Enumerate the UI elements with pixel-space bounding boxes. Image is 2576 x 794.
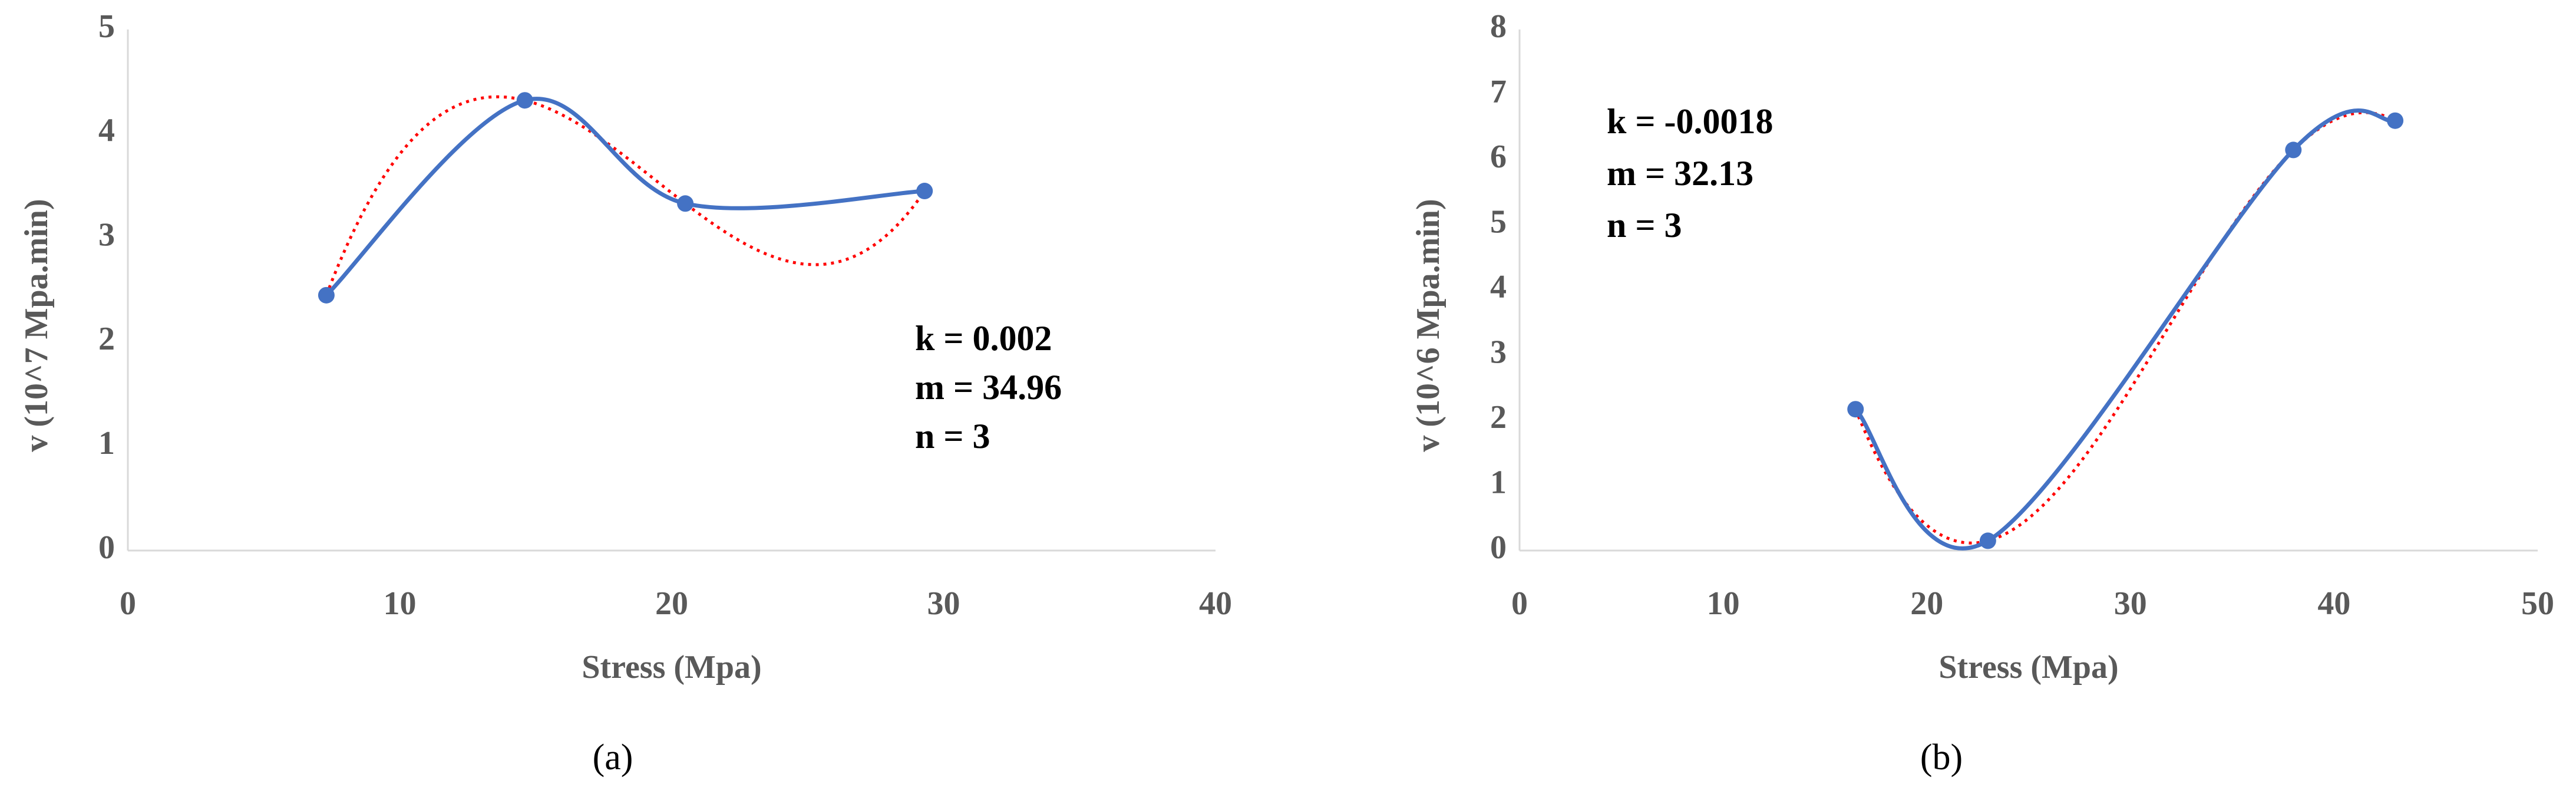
data-point xyxy=(677,195,694,212)
x-tick-label: 30 xyxy=(2114,585,2147,622)
trendline xyxy=(1854,111,2396,545)
annotation: m = 32.13 xyxy=(1607,154,1753,193)
annotation: n = 3 xyxy=(1607,206,1682,245)
y-tick-label: 7 xyxy=(1490,73,1507,110)
annotation: k = 0.002 xyxy=(915,319,1052,358)
x-axis-title: Stress (Mpa) xyxy=(1938,649,2118,686)
series-line xyxy=(1854,108,2396,551)
trendline xyxy=(325,95,926,296)
y-tick-label: 5 xyxy=(98,8,115,45)
x-tick-label: 10 xyxy=(384,585,417,622)
data-point xyxy=(916,183,933,200)
y-tick-label: 6 xyxy=(1490,139,1507,175)
y-tick-label: 2 xyxy=(1490,399,1507,436)
y-tick-label: 3 xyxy=(98,216,115,253)
y-tick-label: 4 xyxy=(98,113,115,149)
data-point xyxy=(2285,141,2302,159)
data-point xyxy=(318,286,335,304)
x-tick-label: 40 xyxy=(1199,585,1232,622)
annotation: m = 34.96 xyxy=(915,368,1062,407)
data-point xyxy=(1979,532,1996,549)
y-tick-label: 2 xyxy=(98,321,115,357)
y-tick-label: 0 xyxy=(98,529,115,566)
y-axis-title: v (10^6 Mpa.min) xyxy=(1410,199,1446,452)
y-tick-label: 0 xyxy=(1490,529,1507,566)
x-tick-label: 0 xyxy=(120,585,136,622)
y-tick-label: 1 xyxy=(1490,464,1507,500)
x-tick-label: 10 xyxy=(1707,585,1740,622)
x-tick-label: 40 xyxy=(2317,585,2350,622)
data-point xyxy=(2387,112,2404,129)
y-tick-label: 3 xyxy=(1490,334,1507,370)
y-tick-label: 1 xyxy=(98,425,115,462)
annotation: k = -0.0018 xyxy=(1607,102,1774,141)
x-tick-label: 20 xyxy=(655,585,688,622)
data-point xyxy=(1847,401,1864,418)
series-line xyxy=(325,97,925,297)
y-axis-title: v (10^7 Mpa.min) xyxy=(18,199,55,452)
y-tick-label: 4 xyxy=(1490,269,1507,305)
caption: (b) xyxy=(1920,737,1963,777)
x-axis-title: Stress (Mpa) xyxy=(582,649,761,686)
y-tick-label: 8 xyxy=(1490,8,1507,45)
x-tick-label: 50 xyxy=(2521,585,2554,622)
x-tick-label: 20 xyxy=(1910,585,1943,622)
y-tick-label: 5 xyxy=(1490,203,1507,240)
x-tick-label: 30 xyxy=(927,585,960,622)
x-tick-label: 0 xyxy=(1511,585,1528,622)
annotation: n = 3 xyxy=(915,417,990,456)
data-point xyxy=(516,92,533,109)
caption: (a) xyxy=(593,737,633,777)
